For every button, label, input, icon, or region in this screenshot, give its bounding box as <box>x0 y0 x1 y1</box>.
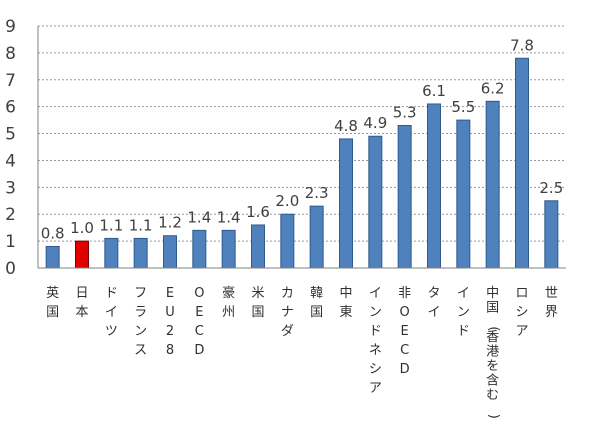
y-tick-label: 8 <box>5 44 16 64</box>
bar <box>397 124 412 269</box>
bar <box>251 224 265 269</box>
data-label: 7.8 <box>510 36 534 54</box>
y-tick-label: 9 <box>5 17 16 37</box>
bar <box>45 245 60 269</box>
data-labels: 0.8 1.0 1.1 1.1 1.2 1.4 1.4 1.6 2.0 2.3 4.8 4.9 5.3 6… <box>41 36 564 242</box>
data-label: 6.1 <box>422 82 446 100</box>
data-label: 6.2 <box>481 79 505 97</box>
data-label: 1.0 <box>70 219 94 237</box>
y-tick-label: 2 <box>5 205 16 225</box>
y-tick-label: 6 <box>5 98 16 118</box>
bar <box>221 229 236 269</box>
bar <box>368 135 383 269</box>
bar <box>192 229 207 269</box>
bar <box>163 235 177 269</box>
y-tick-label: 5 <box>5 125 16 145</box>
grid-lines <box>38 25 566 242</box>
bar <box>544 200 559 269</box>
data-label: 1.6 <box>246 203 270 221</box>
bar <box>427 103 441 269</box>
category-label: 日本 <box>75 286 88 320</box>
data-label: 4.9 <box>363 114 387 132</box>
bar <box>485 100 500 269</box>
category-label: フランス <box>134 286 147 358</box>
category-label: 韓国 <box>310 286 323 320</box>
y-tick-label: 4 <box>5 151 16 171</box>
category-label: ロシア <box>515 286 528 339</box>
category-label: 世界 <box>545 286 558 320</box>
category-label: 豪州 <box>222 285 235 320</box>
category-label: 英国 <box>46 286 59 320</box>
category-label: インド <box>457 286 470 339</box>
data-label: 5.5 <box>451 98 475 116</box>
y-axis-ticks: 0 1 2 3 4 5 6 7 8 9 <box>5 17 16 279</box>
data-label: 1.4 <box>217 208 241 226</box>
y-tick-label: 3 <box>5 178 16 198</box>
category-label: 米国 <box>251 286 264 320</box>
y-tick-label: 1 <box>5 232 16 252</box>
data-label: 1.1 <box>129 216 153 234</box>
category-label: ドイツ <box>105 286 118 339</box>
bar <box>515 57 529 269</box>
y-tick-label: 0 <box>5 259 16 279</box>
data-label: 2.0 <box>275 192 299 210</box>
data-label: 4.8 <box>334 117 358 135</box>
data-label: 1.2 <box>158 214 182 232</box>
bars <box>45 57 559 269</box>
data-label: 1.4 <box>187 208 211 226</box>
y-tick-label: 7 <box>5 71 16 91</box>
category-label: カナダ <box>281 286 294 339</box>
bar <box>339 138 353 269</box>
bar <box>309 205 324 269</box>
category-label: 中東 <box>339 286 352 320</box>
bar <box>104 237 119 269</box>
category-label: 中国(香港を含む) <box>486 286 501 419</box>
bar <box>133 237 148 269</box>
data-label: 2.3 <box>305 184 329 202</box>
data-label: 0.8 <box>41 224 65 242</box>
category-label: インドネシア <box>369 286 382 396</box>
data-label: 5.3 <box>393 103 417 121</box>
bar <box>280 213 295 269</box>
category-label: タイ <box>427 286 440 320</box>
data-label: 1.1 <box>99 216 123 234</box>
bar <box>75 240 89 269</box>
data-label: 2.5 <box>539 179 563 197</box>
bar <box>456 119 471 269</box>
